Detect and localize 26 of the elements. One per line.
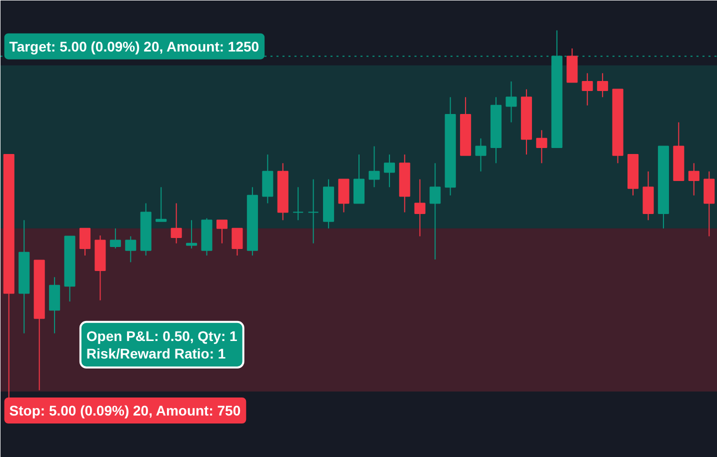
candlestick [79, 228, 91, 256]
candlestick [536, 130, 548, 164]
candlestick [292, 186, 304, 221]
band-label: Target: 5.00 (0.09%) 20, Amount: 1250 [9, 38, 260, 54]
candlestick [125, 236, 136, 263]
annotation: Open P&L: 0.50, Qty: 1 Risk/Reward Ratio: 1 [86, 328, 238, 362]
candlestick [353, 154, 365, 204]
candlestick [170, 202, 182, 244]
candlestick [368, 146, 380, 188]
candlestick [232, 228, 243, 256]
candlestick [430, 162, 441, 260]
candlestick [582, 72, 593, 106]
candlestick [186, 220, 198, 249]
candlestick [506, 80, 517, 123]
candlestick [384, 154, 395, 188]
candlestick [216, 220, 228, 244]
candlestick [338, 178, 350, 213]
candlestick [704, 170, 715, 237]
candlestick [414, 178, 426, 237]
candlestick [156, 186, 167, 222]
candlestick [308, 178, 319, 244]
candlestick [475, 138, 486, 172]
band-label: Stop: 5.00 (0.09%) 20, Amount: 750 [9, 402, 241, 418]
candlestick [597, 72, 608, 98]
candlestick [688, 162, 700, 196]
candlestick [110, 228, 121, 249]
